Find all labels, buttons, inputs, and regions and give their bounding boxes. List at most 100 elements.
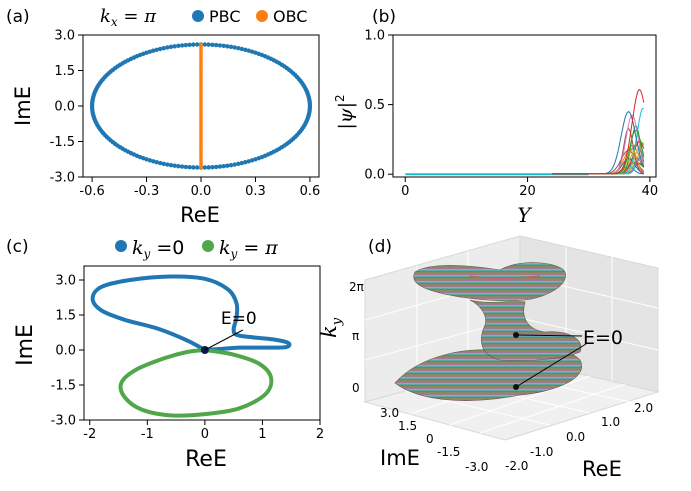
d-xtick-0: 0.0 <box>566 430 585 444</box>
panel-c-marks: E=0 <box>90 274 292 418</box>
d-xtick--1: -1.0 <box>530 445 553 459</box>
e0-annotation: E=0 <box>221 309 257 329</box>
x-tick-label: 0 <box>201 427 209 442</box>
pbc-point <box>176 163 181 169</box>
panel-b-marks <box>405 88 645 176</box>
d-ytick--1.5: -1.5 <box>437 445 460 459</box>
panel-b: (b) 0 20 40 0.0 0.5 1.0 Y |ψ|2 <box>333 7 658 227</box>
legend-marker-pbc <box>192 10 204 22</box>
y-tick-label: 0.5 <box>364 98 385 113</box>
psi-curve <box>552 88 645 175</box>
panel-a-ylabel: ImE <box>11 86 35 126</box>
x-tick-label: 0.0 <box>191 184 212 199</box>
pbc-point <box>225 163 230 168</box>
pbc-point <box>165 45 170 50</box>
panel-c: (c) ky =0 ky = π -2 -1 0 1 2 -3.0 -1.5 0.0 1.5 3… <box>6 237 324 472</box>
d-ytick-0: 0 <box>426 432 434 446</box>
pbc-point <box>168 44 174 50</box>
y-tick-label: -3.0 <box>50 171 75 186</box>
panel-b-ylabel: |ψ|2 <box>333 94 357 129</box>
x-tick-label: -2 <box>83 427 96 442</box>
y-tick-label: 3.0 <box>54 29 75 44</box>
x-tick-label: 2 <box>316 427 324 442</box>
pbc-point <box>217 164 223 169</box>
y-tick-label: 1.5 <box>54 64 75 79</box>
panel-b-label: (b) <box>372 7 396 27</box>
panel-b-y-ticks: 0.0 0.5 1.0 <box>364 29 393 183</box>
pbc-point <box>213 42 219 48</box>
d-ytick-3: 3.0 <box>380 406 399 420</box>
pbc-point <box>151 48 156 53</box>
x-tick-label: 0 <box>401 184 409 199</box>
panel-d-annot-line1 <box>515 334 583 337</box>
panel-b-x-ticks: 0 20 40 <box>401 177 658 199</box>
panel-a-xlabel: ReE <box>180 203 220 227</box>
pbc-point <box>236 161 241 167</box>
d-xtick-2: 2.0 <box>634 401 653 415</box>
panel-d-y-ticks: 3.0 1.5 0 -1.5 -3.0 <box>380 406 488 474</box>
pbc-point <box>187 42 192 48</box>
legend-marker-obc <box>256 10 268 22</box>
panel-b-xlabel: Y <box>517 203 532 227</box>
panel-c-y-ticks: -3.0 -1.5 0.0 1.5 3.0 <box>51 274 84 429</box>
pbc-point <box>221 163 226 169</box>
y-tick-label: -1.5 <box>51 379 76 394</box>
pbc-point <box>202 42 208 47</box>
panel-d-z-ticks: 2π π 0 <box>349 280 364 395</box>
legend-label-ky0: ky =0 <box>132 237 184 261</box>
kypi-curve <box>118 348 274 418</box>
pbc-point <box>187 164 192 170</box>
panel-a-condition: kx = π <box>100 6 157 29</box>
pbc-point <box>154 160 159 165</box>
panel-d-label: (d) <box>368 237 392 257</box>
pbc-point <box>157 160 163 166</box>
panel-d-x-ticks: -2.0 -1.0 0.0 1.0 2.0 <box>505 401 653 473</box>
pbc-point <box>243 160 248 165</box>
obc-point <box>199 42 203 47</box>
pbc-point <box>154 47 159 52</box>
pbc-point <box>249 49 255 54</box>
panel-d-annot-line2 <box>515 343 587 388</box>
panel-a-x-ticks: -0.6 -0.3 0.0 0.3 0.6 <box>79 177 320 199</box>
pbc-point <box>165 162 170 167</box>
x-tick-label: 1 <box>258 427 266 442</box>
pbc-point <box>206 165 211 170</box>
legend-marker-ky0 <box>115 240 127 252</box>
pbc-point <box>249 158 255 163</box>
pbc-point <box>206 42 211 47</box>
pbc-point <box>239 160 245 166</box>
pbc-point <box>172 163 177 168</box>
pbc-point <box>179 164 185 169</box>
pbc-point <box>239 46 245 52</box>
pbc-point <box>202 165 208 170</box>
x-tick-label: -0.6 <box>79 184 104 199</box>
d-ytick--3: -3.0 <box>465 460 488 474</box>
pbc-point <box>183 42 189 48</box>
panel-d-zlabel: ky <box>317 317 345 338</box>
panel-d-annotation: E=0 <box>583 327 623 349</box>
pbc-point <box>210 164 215 170</box>
pbc-point <box>210 42 215 48</box>
panel-a: (a) kx = π PBC OBC -0.6 -0.3 0.0 0.3 0.6 -3.… <box>6 6 320 227</box>
pbc-point <box>221 43 226 49</box>
pbc-point <box>157 46 163 52</box>
d-ytick-1.5: 1.5 <box>398 419 417 433</box>
pbc-point <box>228 162 234 168</box>
y-tick-label: 1.5 <box>55 309 76 324</box>
pbc-point <box>147 49 153 54</box>
e0-annotation-line <box>204 329 244 351</box>
y-tick-label: 3.0 <box>55 274 76 289</box>
pbc-point <box>225 44 230 49</box>
pbc-point <box>253 50 258 55</box>
y-tick-label: 0.0 <box>364 168 385 183</box>
pbc-point <box>246 48 251 53</box>
panel-c-xlabel: ReE <box>185 447 227 472</box>
pbc-point <box>213 164 219 170</box>
y-tick-label: 0.0 <box>54 100 75 115</box>
d-ztick-2pi: 2π <box>349 280 364 294</box>
pbc-point <box>168 162 174 168</box>
legend-label-kypi: ky = π <box>219 237 278 261</box>
y-tick-label: -1.5 <box>50 135 75 150</box>
panel-a-y-ticks: -3.0 -1.5 0.0 1.5 3.0 <box>50 29 83 186</box>
y-tick-label: 1.0 <box>364 29 385 44</box>
